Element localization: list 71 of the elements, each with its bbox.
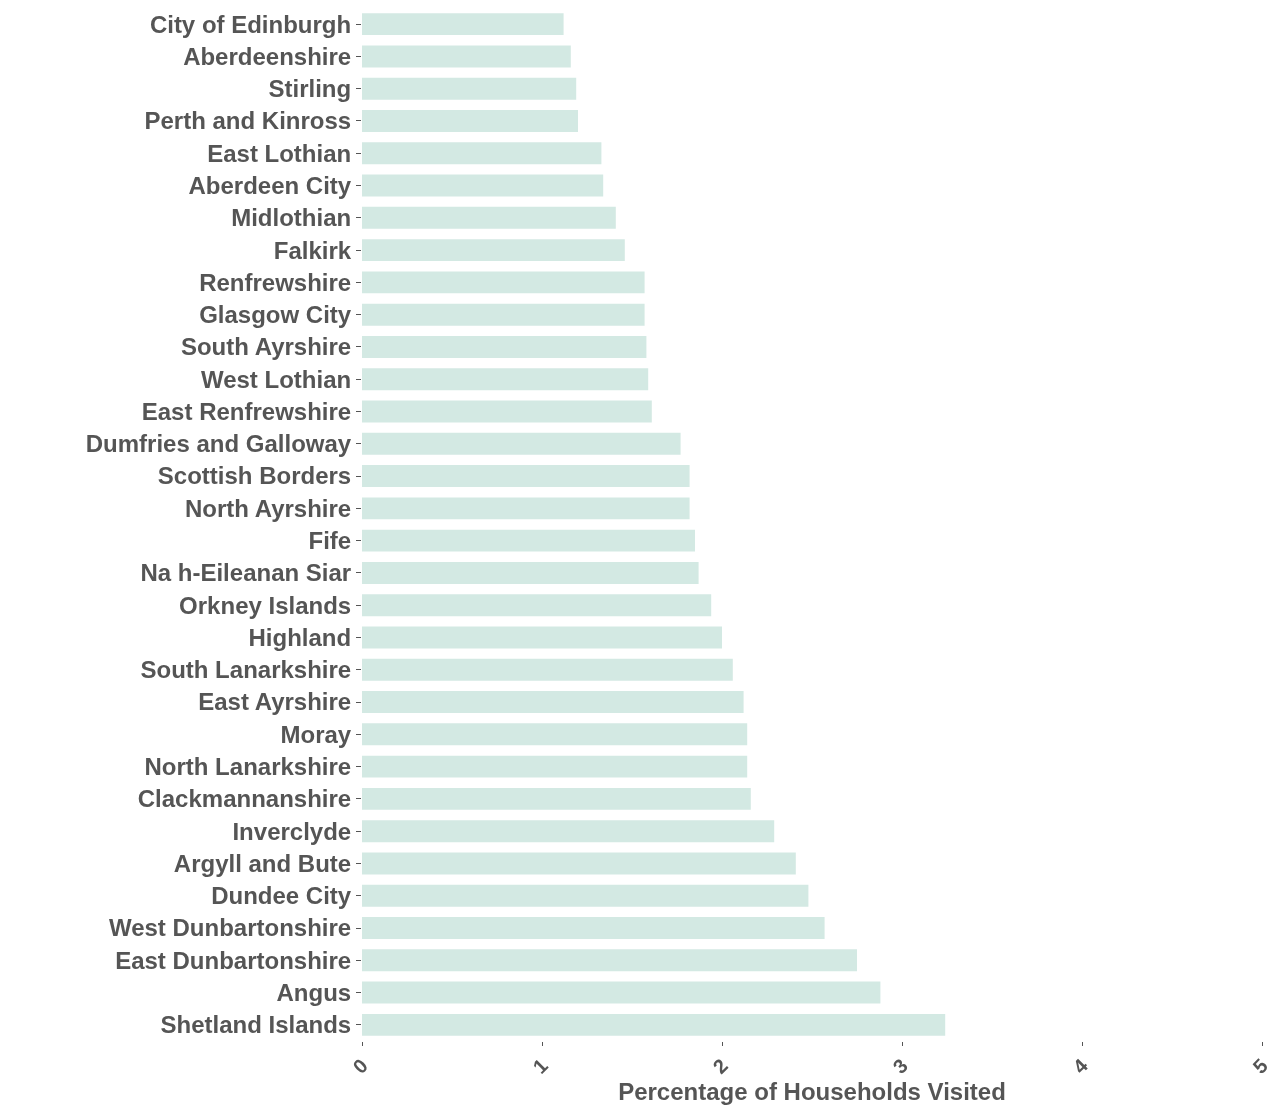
bar	[362, 852, 796, 875]
bar	[362, 110, 578, 132]
x-tick-label: 4	[1068, 1053, 1093, 1078]
bar	[362, 981, 881, 1004]
y-tick-label: Moray	[280, 720, 352, 748]
y-tick-label: Dundee City	[211, 882, 352, 910]
bar	[362, 755, 748, 778]
bar	[362, 884, 809, 907]
y-tick-label: Renfrewshire	[199, 268, 352, 296]
bar	[362, 561, 699, 584]
y-tick-label: Fife	[308, 527, 352, 555]
y-tick-label: Orkney Islands	[179, 591, 352, 619]
bar	[362, 239, 625, 262]
y-tick-label: Clackmannanshire	[137, 785, 352, 813]
bar	[362, 1013, 946, 1036]
bar	[362, 691, 744, 714]
bar	[362, 432, 681, 455]
y-tick-label: Shetland Islands	[160, 1011, 352, 1039]
y-tick-label: West Dunbartonshire	[108, 914, 352, 942]
x-tick-label: 2	[708, 1054, 732, 1078]
x-tick-label: 1	[528, 1054, 552, 1078]
bar	[362, 465, 690, 488]
y-tick-label: East Lothian	[207, 139, 352, 167]
y-tick-label: South Ayrshire	[180, 333, 352, 361]
x-tick-label: 0	[348, 1054, 372, 1078]
x-axis-title: Percentage of Households Visited	[618, 1077, 1006, 1105]
y-tick-label: Na h-Eileanan Siar	[140, 559, 352, 587]
bar	[362, 303, 645, 326]
bar	[362, 723, 748, 746]
y-tick-label: East Ayrshire	[198, 688, 352, 716]
bar	[362, 400, 652, 423]
y-tick-label: Stirling	[268, 75, 352, 103]
bar	[362, 917, 825, 939]
bar	[362, 174, 604, 197]
y-tick-label: Falkirk	[273, 236, 352, 264]
y-tick-label: East Dunbartonshire	[115, 946, 352, 974]
y-tick-label: Dumfries and Galloway	[85, 430, 352, 458]
bar	[362, 658, 733, 681]
bar	[362, 13, 564, 36]
bar	[362, 497, 690, 520]
y-tick-label: Aberdeen City	[188, 171, 352, 199]
x-tick-label: 5	[1248, 1054, 1272, 1078]
y-tick-label: Inverclyde	[232, 817, 352, 845]
bar	[362, 594, 712, 617]
y-tick-label: South Lanarkshire	[140, 656, 352, 684]
y-tick-label: East Renfrewshire	[141, 397, 352, 425]
bar	[362, 45, 571, 68]
y-tick-label: North Ayrshire	[184, 494, 352, 522]
y-tick-label: Argyll and Bute	[173, 849, 352, 877]
bar	[362, 368, 649, 391]
y-tick-label: Glasgow City	[199, 301, 352, 329]
y-tick-label: Highland	[248, 623, 352, 651]
bar	[362, 787, 751, 810]
x-tick-label: 3	[888, 1054, 912, 1078]
bar	[362, 626, 722, 649]
bar	[362, 820, 775, 843]
bar	[362, 77, 577, 100]
y-tick-label: City of Edinburgh	[149, 10, 352, 38]
bar	[362, 335, 647, 358]
bar	[362, 949, 857, 972]
y-tick-label: Perth and Kinross	[144, 107, 352, 135]
y-tick-label: Midlothian	[231, 204, 352, 232]
bar	[362, 206, 616, 229]
y-tick-label: Aberdeenshire	[183, 42, 352, 70]
bar	[362, 142, 602, 165]
y-tick-label: Angus	[276, 978, 352, 1006]
bar	[362, 529, 695, 552]
bar	[362, 271, 645, 294]
y-tick-label: Scottish Borders	[157, 462, 352, 490]
y-tick-label: West Lothian	[200, 365, 352, 393]
y-tick-label: North Lanarkshire	[144, 753, 352, 781]
